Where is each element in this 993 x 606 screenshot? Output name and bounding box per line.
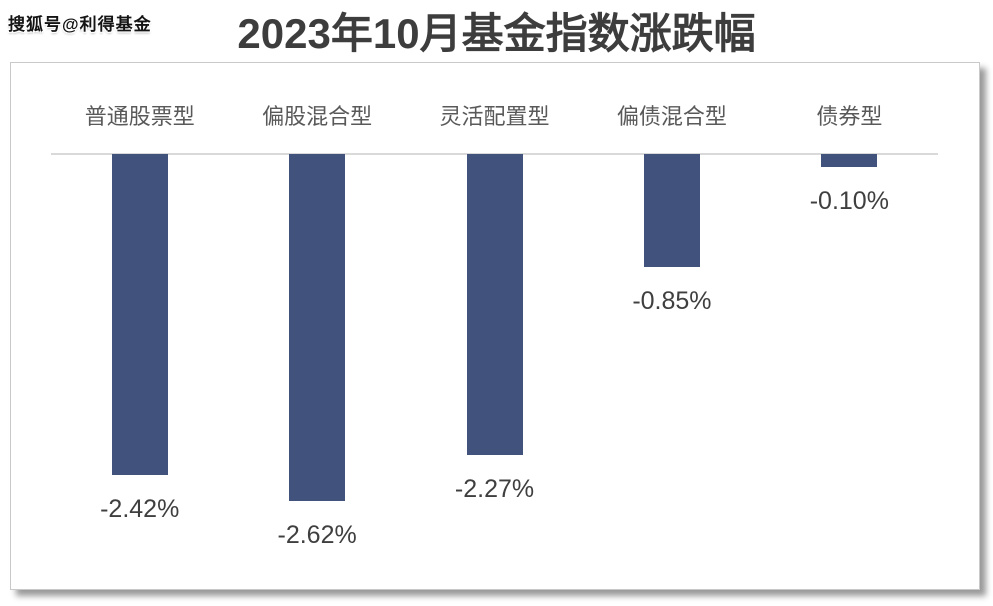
value-label: -0.10% [809, 187, 889, 215]
category-label: 偏债混合型 [616, 104, 727, 129]
watermark: 搜狐号@利得基金 [8, 15, 152, 34]
plot-area: 普通股票型 -2.42% 偏股混合型 -2.62% 灵活配置型 -2.27% 偏… [51, 63, 938, 589]
bar-column-flexible-allocation: 灵活配置型 -2.27% [406, 63, 583, 589]
chart-title: 2023年10月基金指数涨跌幅 [237, 10, 756, 57]
bar-column-equity-hybrid: 偏股混合型 -2.62% [228, 63, 405, 589]
value-label: -2.62% [277, 521, 357, 549]
bar [821, 154, 878, 167]
chart-panel: 普通股票型 -2.42% 偏股混合型 -2.62% 灵活配置型 -2.27% 偏… [10, 62, 980, 590]
bar [289, 154, 346, 501]
bar [643, 154, 700, 267]
category-label: 普通股票型 [84, 104, 195, 129]
bar-column-ordinary-stock: 普通股票型 -2.42% [51, 63, 228, 589]
category-label: 灵活配置型 [439, 104, 550, 129]
category-label: 债券型 [816, 104, 883, 129]
bar-column-bond-hybrid: 偏债混合型 -0.85% [583, 63, 760, 589]
bar [111, 154, 168, 475]
category-label: 偏股混合型 [262, 104, 373, 129]
value-label: -2.27% [454, 475, 535, 503]
bar-column-bond: 债券型 -0.10% [761, 63, 938, 589]
value-label: -0.85% [632, 287, 712, 315]
value-label: -2.42% [100, 495, 180, 523]
bar [466, 154, 523, 455]
